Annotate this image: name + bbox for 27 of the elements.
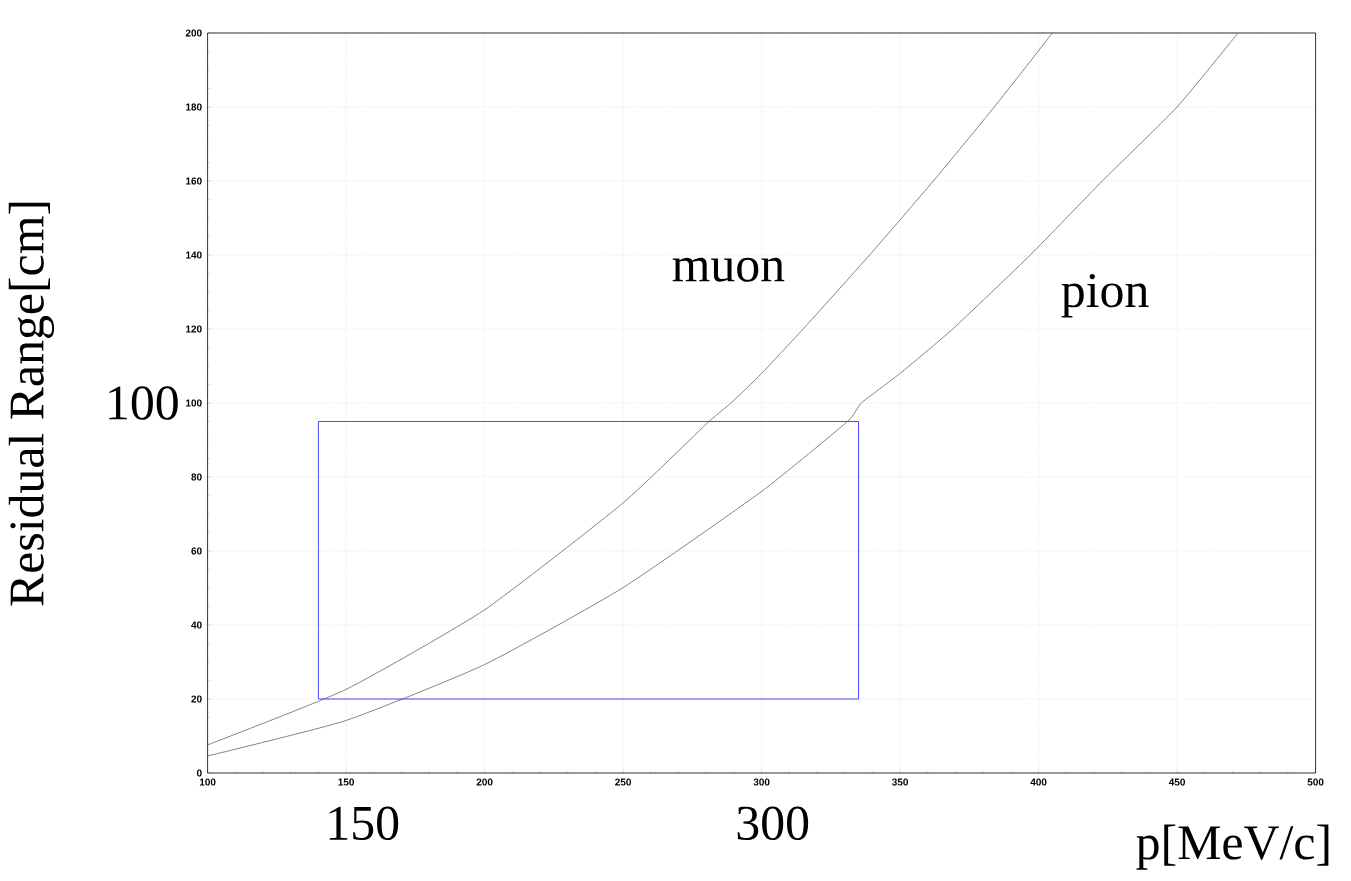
y-axis-title: Residual Range[cm] [8,202,55,606]
x-tick-label: 150 [338,778,355,786]
y-tick-label: 0 [196,769,202,777]
y-tick-label: 100 [186,399,202,407]
x-tick-label: 450 [1168,778,1185,786]
x-tick-label: 300 [753,778,770,786]
text: 150 [329,806,399,841]
x-tick-label: 400 [1030,778,1047,786]
y-tick-label: 80 [191,473,202,481]
y-tick-label: 180 [186,103,202,111]
x-tick-label: 500 [1307,778,1324,786]
series-label: pion [1061,273,1149,318]
y-tick-label: 20 [191,695,202,703]
x-tick-label: 350 [892,778,908,786]
x-axis-title: p[MeV/c] [1136,824,1329,870]
series-label: muon [672,257,785,282]
text: 300 [737,806,809,841]
text: 100 [109,386,178,420]
x-tick-label: 200 [476,778,493,786]
y-tick-label: 40 [191,621,202,629]
y-tick-label: 60 [191,547,202,555]
y-tick-label: 120 [186,325,202,333]
y-tick-label: 160 [186,177,202,185]
x-tick-label: 100 [199,778,216,786]
y-tick-label: 200 [185,29,202,37]
y-tick-label: 140 [186,251,202,259]
x-tick-label: 250 [615,778,631,786]
